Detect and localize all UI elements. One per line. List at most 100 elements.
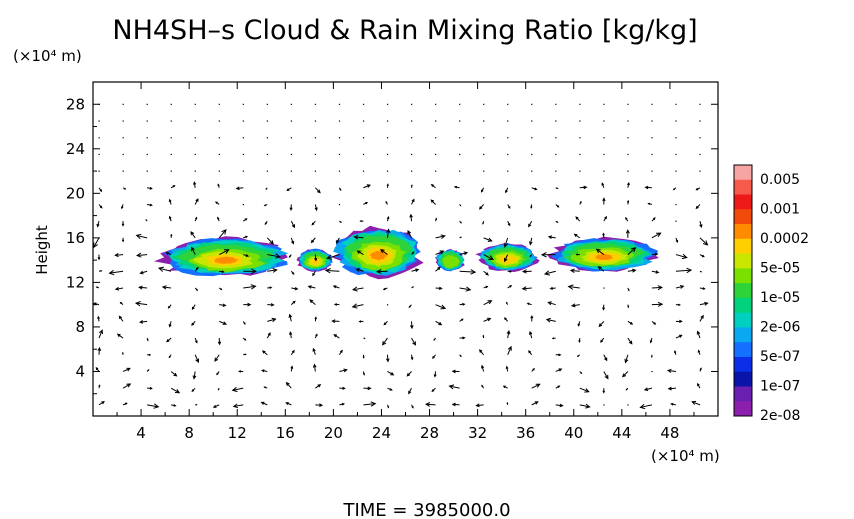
wind-vector-head xyxy=(475,403,480,408)
wind-vector-head xyxy=(507,206,511,209)
wind-vector-dot xyxy=(314,170,317,172)
wind-vector-head xyxy=(194,340,198,344)
wind-vector-head xyxy=(307,285,312,289)
wind-vector-head xyxy=(696,330,701,335)
wind-vector-head xyxy=(356,250,361,254)
wind-vector-dot xyxy=(362,170,365,172)
wind-vector-head xyxy=(639,403,646,410)
wind-vector-head xyxy=(269,240,274,245)
wind-vector-head xyxy=(465,286,472,292)
colorbar-swatch xyxy=(734,312,752,328)
wind-vector xyxy=(353,287,364,291)
colorbar-label: 0.0002 xyxy=(760,231,809,247)
wind-vector xyxy=(411,337,416,346)
wind-vector-head xyxy=(528,330,533,335)
wind-vector xyxy=(504,237,509,248)
wind-vector-head xyxy=(653,322,657,325)
wind-vector xyxy=(194,354,199,363)
wind-vector-head xyxy=(558,353,562,357)
wind-vector-dot xyxy=(483,170,485,172)
wind-vector-head xyxy=(448,384,455,390)
wind-vector-head xyxy=(410,357,414,361)
wind-vector xyxy=(387,371,394,376)
wind-vector xyxy=(190,231,196,239)
wind-vector xyxy=(625,354,629,363)
wind-vector-head xyxy=(632,268,637,273)
wind-vector-head xyxy=(453,185,458,189)
wind-vector xyxy=(266,237,274,245)
wind-vector-dot xyxy=(459,103,461,105)
wind-vector xyxy=(290,220,295,228)
wind-vector-head xyxy=(440,304,447,310)
wind-vector xyxy=(325,269,340,272)
wind-vector-head xyxy=(652,217,656,221)
wind-vector-head xyxy=(481,189,484,193)
wind-vector-dot xyxy=(170,103,172,105)
wind-vector-head xyxy=(217,183,220,187)
wind-vector-head xyxy=(148,353,152,356)
wind-vector-head xyxy=(462,302,466,306)
wind-vector-dot xyxy=(314,137,317,139)
wind-vector-head xyxy=(666,368,672,373)
wind-vector-head xyxy=(99,189,103,193)
wind-vector-dot xyxy=(146,103,148,105)
wind-vector-head xyxy=(410,184,413,187)
wind-vector xyxy=(571,304,580,307)
wind-vector-dot xyxy=(603,120,605,122)
wind-vector-head xyxy=(341,402,345,406)
colorbar-swatch xyxy=(734,179,752,196)
wind-vector-head xyxy=(147,369,150,372)
wind-vector xyxy=(483,254,494,260)
wind-vector xyxy=(622,371,629,377)
wind-vector-head xyxy=(679,285,685,289)
wind-vector-head xyxy=(543,270,551,276)
wind-vector-dot xyxy=(266,170,268,172)
wind-vector-dot xyxy=(266,103,268,105)
wind-vector-dot xyxy=(627,153,629,156)
wind-vector xyxy=(386,354,389,362)
wind-vector-head xyxy=(604,374,609,380)
wind-vector-head xyxy=(217,341,222,346)
wind-vector-head xyxy=(389,388,393,391)
wind-vector-dot xyxy=(290,137,293,139)
wind-vector-dot xyxy=(651,170,653,172)
wind-vector-dot xyxy=(435,137,437,139)
wind-vector-head xyxy=(190,231,195,236)
wind-vector-head xyxy=(157,266,165,272)
wind-vector-head xyxy=(583,185,588,190)
time-footer: TIME = 3985000.0 xyxy=(342,500,510,519)
wind-vector-head xyxy=(216,372,219,376)
wind-vector-head xyxy=(153,403,160,409)
wind-vector-head xyxy=(482,222,485,225)
wind-vector-dot xyxy=(362,137,365,139)
wind-vector-head xyxy=(215,201,218,204)
wind-vector-head xyxy=(333,303,338,306)
wind-vector-head xyxy=(265,188,268,191)
wind-vector-head xyxy=(699,367,702,370)
wind-vector-head xyxy=(168,324,172,328)
wind-vector-head xyxy=(438,321,443,326)
wind-vector-head xyxy=(509,270,513,273)
wind-vector-dot xyxy=(98,153,100,156)
wind-vector-head xyxy=(149,186,153,190)
wind-vector-dot xyxy=(603,137,605,139)
wind-vector-head xyxy=(506,401,509,404)
wind-vector-head xyxy=(462,336,466,340)
wind-vector xyxy=(579,387,589,393)
wind-vector-head xyxy=(431,389,435,393)
wind-vector-dot xyxy=(603,170,605,172)
wind-vector xyxy=(267,254,280,258)
cloud-contour xyxy=(214,256,239,264)
wind-vector-dot xyxy=(98,120,100,122)
wind-vector-dot xyxy=(338,170,341,172)
wind-vector-head xyxy=(96,223,100,228)
wind-vector-head xyxy=(292,272,295,275)
wind-vector-head xyxy=(324,268,331,274)
wind-vector-head xyxy=(121,239,125,243)
wind-vector-head xyxy=(630,247,637,253)
wind-vector xyxy=(531,401,539,406)
wind-vector xyxy=(507,346,512,355)
wind-vector-head xyxy=(312,273,315,277)
y-axis-label: Height xyxy=(33,225,51,275)
